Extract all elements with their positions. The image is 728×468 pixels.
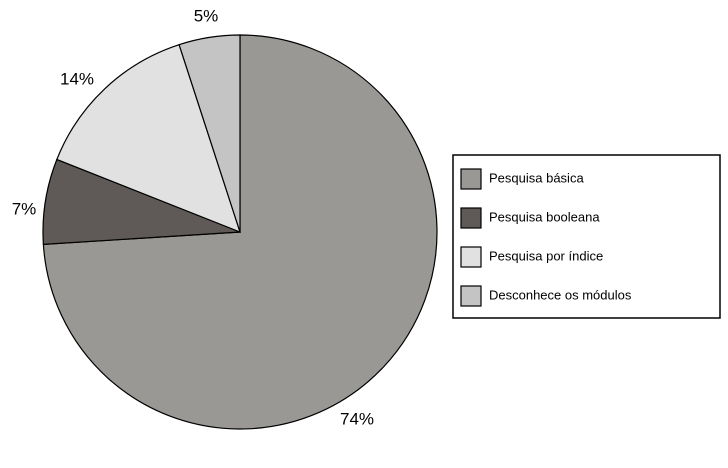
data-label: 74% bbox=[340, 409, 374, 428]
legend-swatch bbox=[460, 168, 482, 190]
data-label: 5% bbox=[194, 6, 219, 25]
pie-slice bbox=[178, 34, 241, 233]
data-label: 7% bbox=[12, 199, 37, 218]
legend-box bbox=[452, 154, 721, 319]
legend-swatch bbox=[460, 246, 482, 268]
legend-label: Pesquisa por índice bbox=[489, 248, 603, 263]
legend-label: Pesquisa booleana bbox=[489, 209, 600, 224]
legend-label: Desconhece os módulos bbox=[489, 287, 632, 302]
legend-swatch bbox=[460, 207, 482, 229]
data-label: 14% bbox=[60, 69, 94, 88]
legend-swatch bbox=[460, 285, 482, 307]
legend-label: Pesquisa básica bbox=[489, 170, 584, 185]
